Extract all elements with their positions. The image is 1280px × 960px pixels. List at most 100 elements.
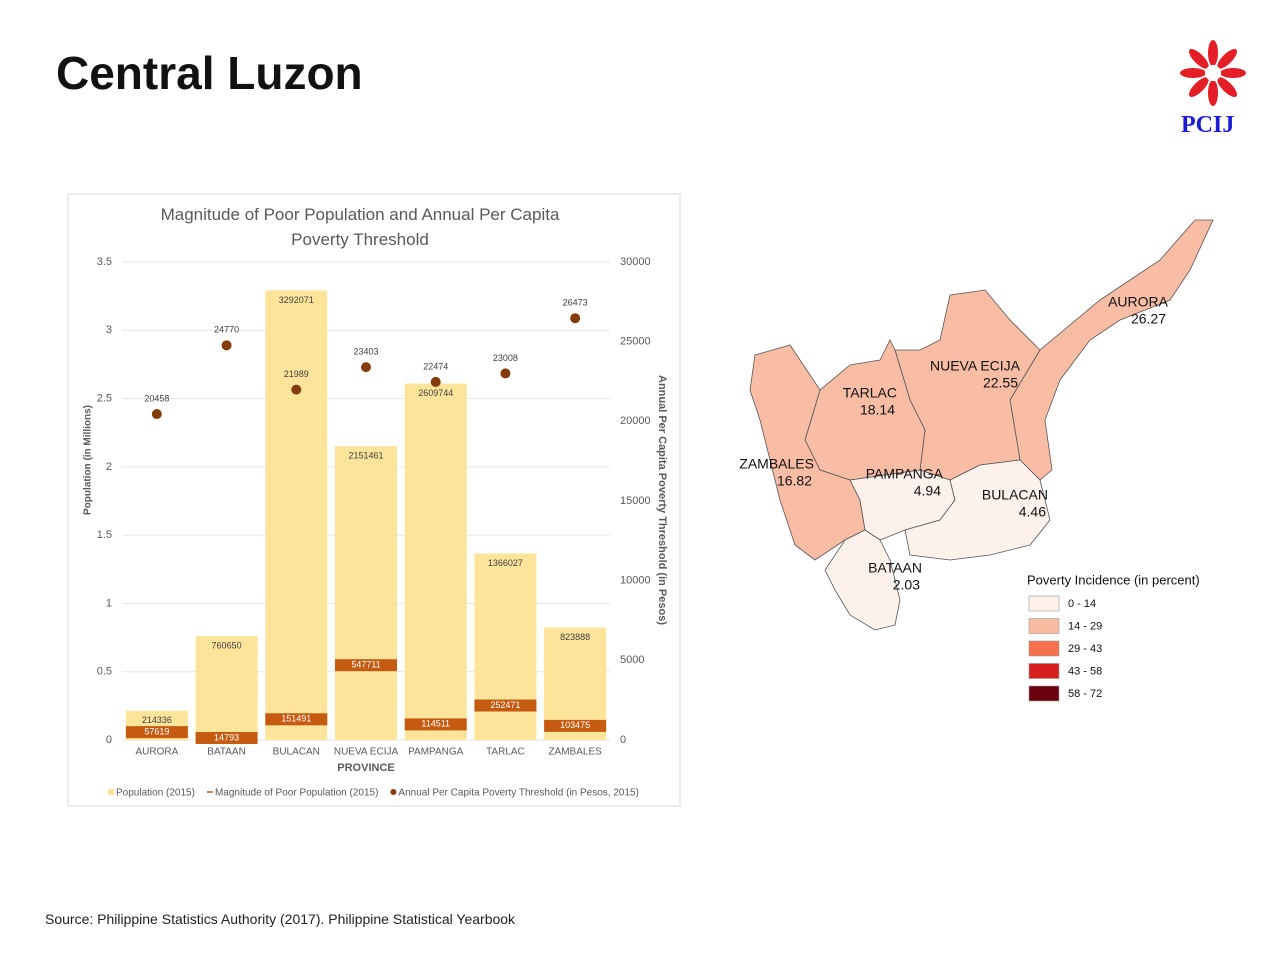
poor-band <box>335 659 397 672</box>
value-label: 22474 <box>423 361 448 371</box>
threshold-dot <box>221 340 232 351</box>
value-label: 24770 <box>214 325 239 335</box>
x-tick-label: ZAMBALES <box>548 747 602 758</box>
map <box>749 219 1214 631</box>
bar <box>474 553 537 740</box>
province-name: AURORA <box>1108 294 1169 310</box>
source: Source: Philippine Statistics Authority … <box>45 911 516 927</box>
value-label: 1366027 <box>488 558 523 568</box>
province-value: 4.94 <box>914 483 941 499</box>
y-tick-label: 0 <box>106 734 112 746</box>
value-label: 23008 <box>493 353 518 363</box>
value-label: 3292071 <box>279 295 314 305</box>
x-tick-label: AURORA <box>135 747 178 758</box>
map-legend-title: Poverty Incidence (in percent) <box>1027 572 1200 587</box>
province-value: 18.14 <box>860 402 895 418</box>
y-axis-title: Population (in Millions) <box>83 405 94 515</box>
map-legend-label: 58 - 72 <box>1068 688 1102 700</box>
map-legend-swatch <box>1028 640 1060 657</box>
bar <box>335 446 397 740</box>
value-label: 14793 <box>214 732 239 742</box>
chart-title: Magnitude of Poor Population and Annual … <box>160 205 560 249</box>
threshold-dot <box>500 368 511 379</box>
value-label: 57619 <box>144 727 169 737</box>
poor-band <box>125 726 188 739</box>
province-value: 4.46 <box>1019 504 1046 520</box>
y2-tick-label: 15000 <box>620 495 651 507</box>
y-tick-label: 1.5 <box>97 529 112 541</box>
province-value: 26.27 <box>1131 311 1166 327</box>
legend-swatch <box>108 789 114 795</box>
value-label: 760650 <box>212 640 242 650</box>
legend-label: Annual Per Capita Poverty Threshold (in … <box>398 788 639 799</box>
province <box>1009 219 1214 481</box>
threshold-dot <box>430 376 441 387</box>
map-legend-swatch <box>1028 685 1060 702</box>
y2-tick-label: 10000 <box>620 575 651 587</box>
poor-band <box>195 731 258 744</box>
x-tick-label: NUEVA ECIJA <box>334 747 399 758</box>
value-label: 823888 <box>560 632 590 642</box>
province-name: BATAAN <box>868 560 922 576</box>
value-label: 2151461 <box>348 451 383 461</box>
value-label: 103475 <box>560 720 590 730</box>
y-tick-label: 2 <box>106 461 112 473</box>
poor-band <box>404 718 467 731</box>
province-name: TARLAC <box>843 385 897 401</box>
province-name: ZAMBALES <box>739 456 814 472</box>
map-legend-label: 0 - 14 <box>1068 598 1096 610</box>
bar <box>404 383 467 740</box>
bar <box>265 290 328 740</box>
province <box>824 529 901 631</box>
value-label: 21989 <box>284 369 309 379</box>
province-value: 2.03 <box>893 577 920 593</box>
map-legend-label: 29 - 43 <box>1068 643 1102 655</box>
province <box>904 459 1051 561</box>
map-legend-label: 14 - 29 <box>1068 620 1102 632</box>
y2-tick-label: 0 <box>620 734 626 746</box>
value-label: 26473 <box>563 298 588 308</box>
threshold-dot <box>151 409 162 420</box>
province-name: PAMPANGA <box>866 466 944 482</box>
province-value: 22.55 <box>983 375 1018 391</box>
value-label: 151491 <box>281 714 311 724</box>
bar <box>195 636 258 740</box>
y-tick-label: 0.5 <box>97 666 112 678</box>
value-label: 547711 <box>351 660 380 670</box>
poor-band <box>544 719 607 732</box>
province-name: BULACAN <box>982 487 1048 503</box>
page-title: Central Luzon <box>56 47 363 99</box>
logo-flower <box>1180 40 1246 106</box>
y-tick-label: 3 <box>106 324 112 336</box>
y2-tick-label: 30000 <box>620 256 651 268</box>
value-label: 20458 <box>144 393 169 403</box>
y-tick-label: 2.5 <box>97 392 112 404</box>
map-legend-swatch <box>1028 618 1060 634</box>
x-tick-label: BULACAN <box>273 747 320 758</box>
poor-band <box>474 699 537 712</box>
map-legend-swatch <box>1028 595 1060 612</box>
y-tick-label: 1 <box>106 597 112 609</box>
map-legend-swatch <box>1028 663 1060 679</box>
legend-label: Magnitude of Poor Population (2015) <box>215 788 378 799</box>
province-value: 16.82 <box>777 473 812 489</box>
value-label: 252471 <box>490 700 520 710</box>
y2-tick-label: 20000 <box>620 415 651 427</box>
x-tick-label: PAMPANGA <box>408 747 464 758</box>
threshold-dot <box>570 313 581 324</box>
y-tick-label: 3.5 <box>97 256 112 268</box>
province-name: NUEVA ECIJA <box>930 358 1021 374</box>
x-axis-title: PROVINCE <box>337 762 394 774</box>
logo-text: PCIJ <box>1181 112 1235 138</box>
poor-band <box>265 713 328 726</box>
value-label: 114511 <box>421 719 450 729</box>
threshold-dot <box>291 384 302 395</box>
value-label: 23403 <box>353 346 378 356</box>
value-label: 214336 <box>142 715 172 725</box>
y2-axis-title: Annual Per Capita Poverty Threshold (in … <box>656 375 668 625</box>
legend-label: Population (2015) <box>116 788 195 799</box>
legend-swatch <box>390 789 397 795</box>
y2-tick-label: 5000 <box>620 654 644 666</box>
